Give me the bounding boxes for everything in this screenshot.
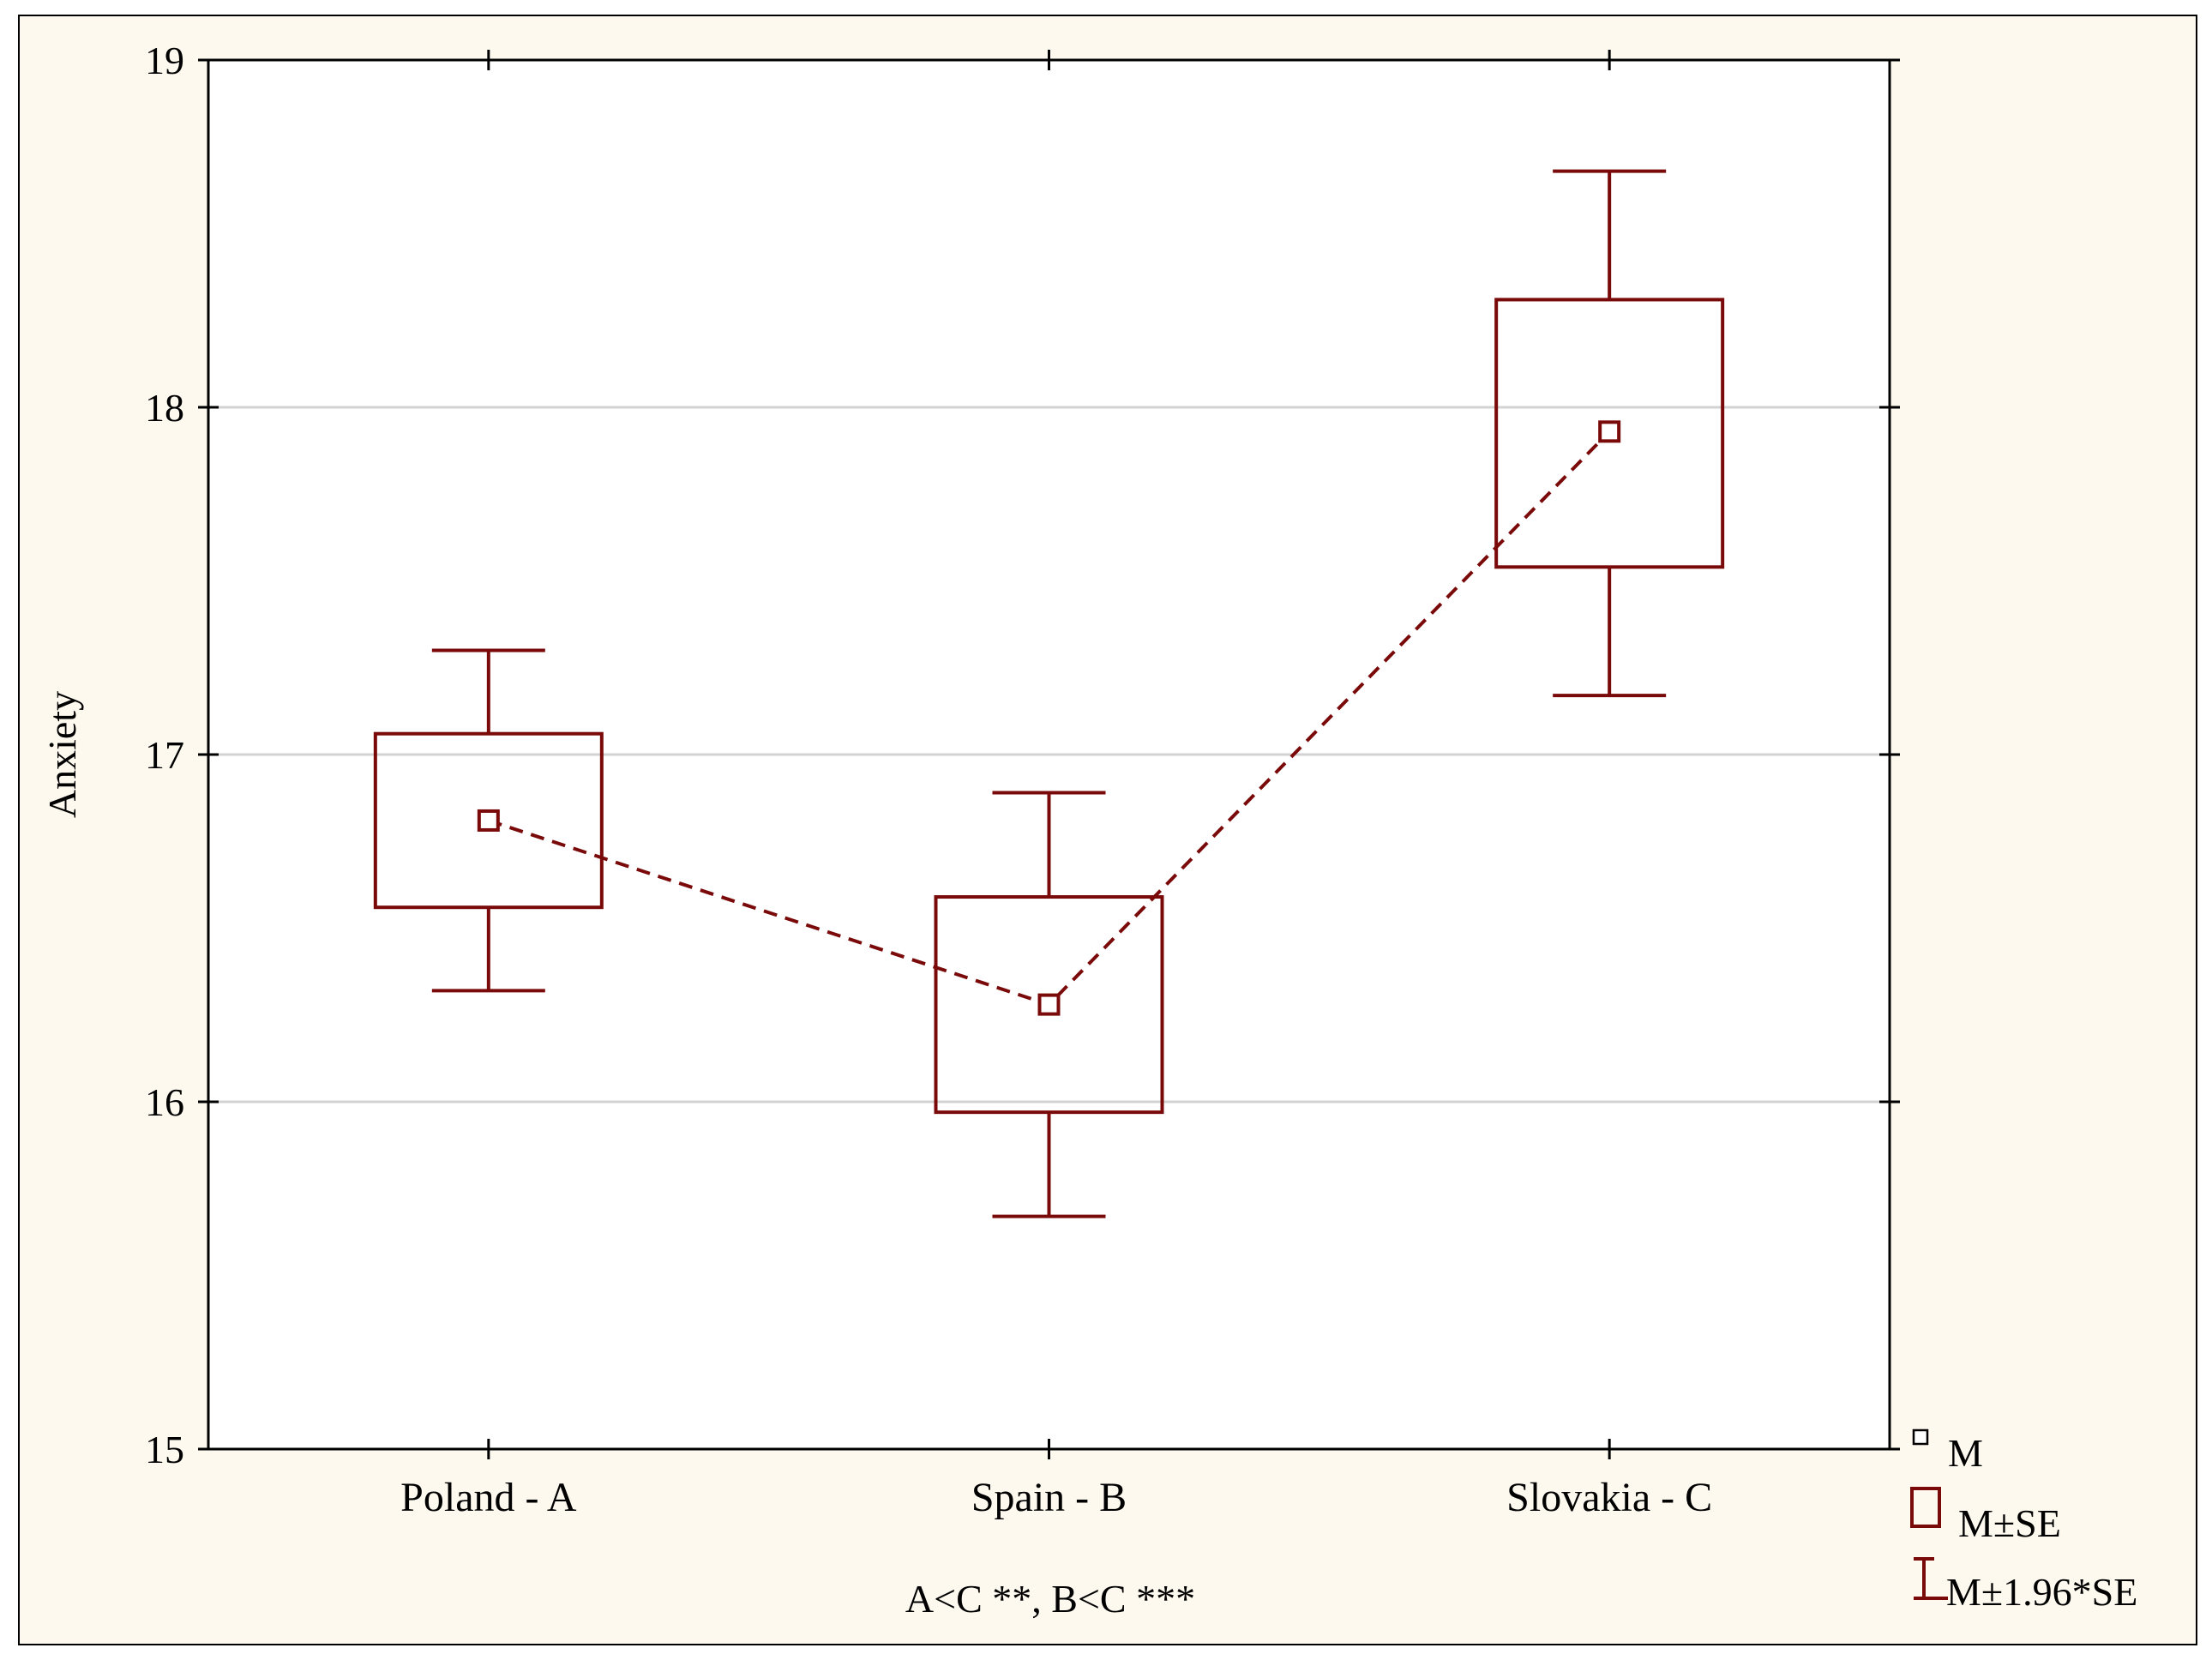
legend-se-symbol xyxy=(1910,1487,1941,1528)
mean-marker xyxy=(477,809,500,832)
axes: 15 16 17 18 19 Poland - A Spain - B Slovakia - … xyxy=(145,39,1900,1520)
x-tick-label: Poland - A xyxy=(400,1475,577,1520)
se-box xyxy=(1494,298,1725,569)
y-tick-label: 15 xyxy=(145,1428,184,1471)
group-2 xyxy=(934,791,1164,1218)
gridlines xyxy=(208,406,1890,1104)
legend-label-ci: M±1.96*SE xyxy=(1946,1570,2137,1614)
legend-label-mean: M xyxy=(1948,1431,1983,1475)
y-tick-label: 16 xyxy=(145,1080,184,1124)
x-tick-label: Slovakia - C xyxy=(1506,1475,1712,1520)
y-tick-label: 18 xyxy=(145,386,184,430)
group-3 xyxy=(1494,169,1725,698)
se-box xyxy=(373,731,604,910)
y-axis-label: Anxiety xyxy=(40,691,84,818)
legend-label-se: M±SE xyxy=(1958,1501,2061,1545)
se-box xyxy=(934,895,1164,1115)
y-tick-label: 19 xyxy=(145,39,184,82)
mean-marker xyxy=(1037,993,1061,1016)
series-layer xyxy=(373,169,1725,1218)
x-axis-note: A<C **, B<C *** xyxy=(905,1577,1195,1621)
y-tick-label: 17 xyxy=(145,733,184,777)
group-1 xyxy=(373,648,604,993)
x-tick-label: Spain - B xyxy=(971,1475,1127,1520)
mean-marker xyxy=(1598,420,1621,443)
legend: M M±SE M±1.96*SE xyxy=(1910,1428,2137,1614)
legend-mean-symbol xyxy=(1912,1428,1929,1446)
